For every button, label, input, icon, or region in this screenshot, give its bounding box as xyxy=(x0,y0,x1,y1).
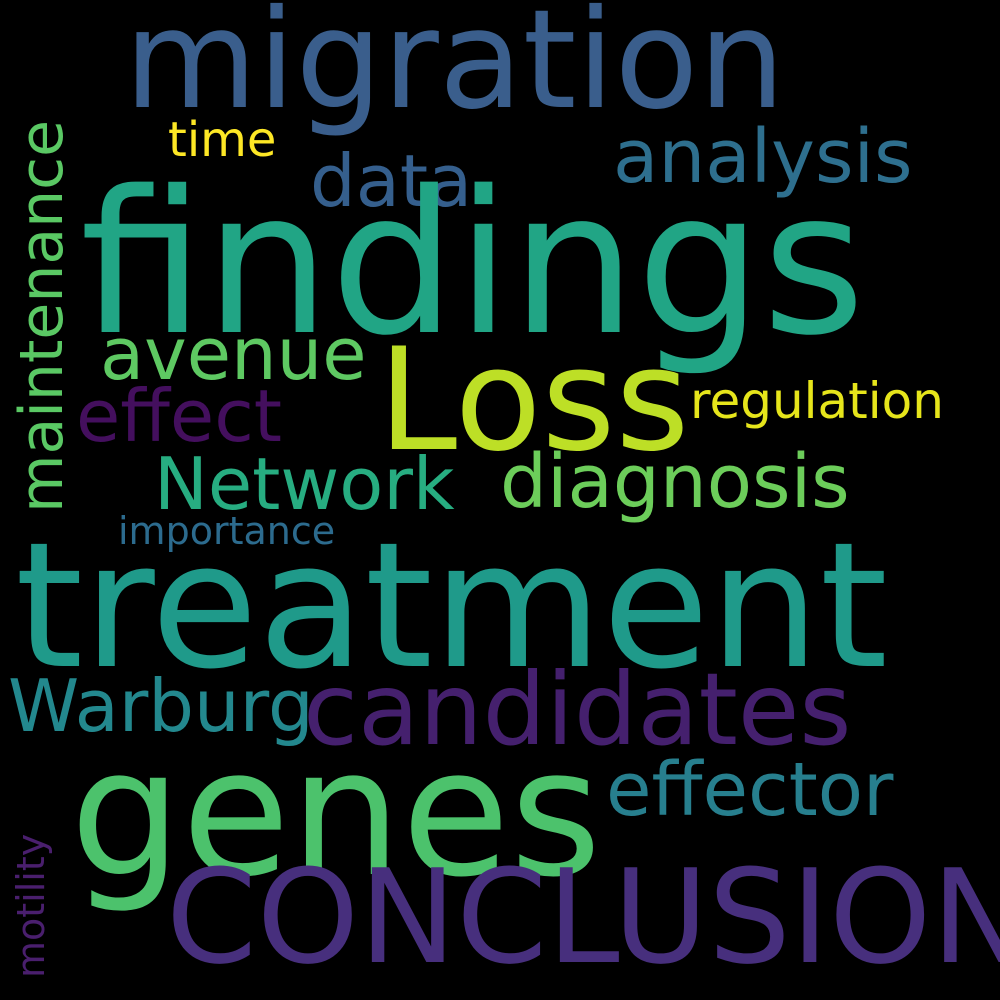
word-effect: effect xyxy=(76,374,283,458)
word-genes: genes xyxy=(70,711,602,916)
word-importance: importance xyxy=(118,509,336,553)
word-treatment: treatment xyxy=(15,505,888,708)
word-candidates: candidates xyxy=(303,651,852,768)
word-network: Network xyxy=(154,442,455,526)
word-regulation: regulation xyxy=(690,372,944,430)
word-conclusion: CONCLUSION xyxy=(166,841,1000,993)
word-time: time xyxy=(168,112,277,168)
word-findings: findings xyxy=(80,148,866,379)
word-migration: migration xyxy=(124,0,786,140)
word-motility: motility xyxy=(9,833,53,978)
word-data: data xyxy=(310,139,473,223)
word-maintenance: maintenance xyxy=(7,119,77,513)
word-warburg: Warburg xyxy=(8,664,314,748)
word-diagnosis: diagnosis xyxy=(500,439,850,525)
word-avenue: avenue xyxy=(100,312,367,396)
word-effector: effector xyxy=(606,747,894,833)
word-analysis: analysis xyxy=(613,114,913,200)
word-loss: Loss xyxy=(378,318,690,483)
